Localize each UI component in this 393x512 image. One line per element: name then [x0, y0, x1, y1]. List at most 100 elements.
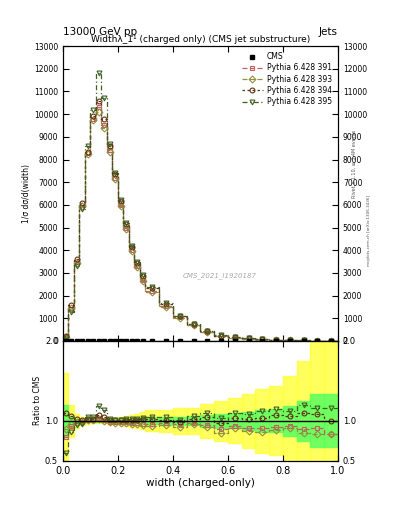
Pythia 6.428 391 — [91, 116, 95, 122]
Pythia 6.428 395 — [85, 143, 90, 149]
Pythia 6.428 393 — [135, 264, 140, 270]
Pythia 6.428 395 — [288, 337, 292, 343]
Text: Rivet 3.1.10, ≥ 3.4M events: Rivet 3.1.10, ≥ 3.4M events — [352, 130, 357, 198]
Pythia 6.428 394 — [74, 256, 79, 262]
Y-axis label: 1/σ dσ/d(width): 1/σ dσ/d(width) — [22, 164, 31, 223]
Text: CMS_2021_I1920187: CMS_2021_I1920187 — [183, 273, 257, 280]
Pythia 6.428 391 — [118, 202, 123, 208]
Pythia 6.428 393 — [129, 248, 134, 254]
Pythia 6.428 395 — [164, 300, 169, 306]
Pythia 6.428 394 — [85, 148, 90, 155]
Pythia 6.428 395 — [178, 313, 182, 319]
Pythia 6.428 391 — [135, 263, 140, 269]
Pythia 6.428 393 — [178, 315, 182, 321]
Text: Jets: Jets — [319, 27, 338, 37]
Pythia 6.428 391 — [191, 322, 196, 328]
Pythia 6.428 393 — [164, 304, 169, 310]
Pythia 6.428 391 — [63, 334, 68, 340]
Pythia 6.428 393 — [80, 203, 84, 209]
Pythia 6.428 395 — [140, 272, 145, 279]
Pythia 6.428 391 — [246, 336, 251, 342]
Pythia 6.428 393 — [150, 289, 155, 295]
Pythia 6.428 394 — [164, 301, 169, 307]
Pythia 6.428 393 — [85, 151, 90, 157]
Pythia 6.428 391 — [74, 261, 79, 267]
Pythia 6.428 395 — [205, 328, 210, 334]
Pythia 6.428 395 — [150, 284, 155, 290]
Pythia 6.428 391 — [113, 175, 118, 181]
Pythia 6.428 394 — [260, 336, 265, 343]
Pythia 6.428 394 — [80, 200, 84, 206]
Pythia 6.428 391 — [178, 314, 182, 320]
Pythia 6.428 393 — [329, 338, 334, 344]
Pythia 6.428 395 — [233, 334, 237, 340]
Line: Pythia 6.428 395: Pythia 6.428 395 — [63, 71, 334, 343]
Pythia 6.428 391 — [107, 147, 112, 154]
Pythia 6.428 394 — [124, 221, 129, 227]
Pythia 6.428 395 — [124, 220, 129, 226]
Pythia 6.428 393 — [124, 226, 129, 232]
Pythia 6.428 395 — [96, 70, 101, 76]
Pythia 6.428 395 — [329, 338, 334, 344]
Pythia 6.428 393 — [113, 176, 118, 182]
Pythia 6.428 393 — [96, 109, 101, 115]
Pythia 6.428 391 — [329, 338, 334, 344]
Line: Pythia 6.428 391: Pythia 6.428 391 — [63, 105, 334, 344]
Pythia 6.428 393 — [260, 336, 265, 343]
Pythia 6.428 391 — [150, 288, 155, 294]
Pythia 6.428 394 — [113, 171, 118, 177]
Pythia 6.428 395 — [274, 336, 279, 343]
Pythia 6.428 393 — [74, 260, 79, 266]
Pythia 6.428 391 — [205, 329, 210, 335]
Pythia 6.428 393 — [233, 335, 237, 341]
Pythia 6.428 391 — [124, 224, 129, 230]
Pythia 6.428 395 — [129, 243, 134, 249]
Pythia 6.428 394 — [178, 313, 182, 319]
Pythia 6.428 395 — [260, 336, 265, 342]
Pythia 6.428 395 — [74, 263, 79, 269]
Pythia 6.428 394 — [274, 337, 279, 343]
Pythia 6.428 391 — [274, 337, 279, 343]
Pythia 6.428 394 — [150, 285, 155, 291]
Pythia 6.428 395 — [301, 337, 306, 344]
Pythia 6.428 393 — [69, 305, 73, 311]
Pythia 6.428 393 — [118, 203, 123, 209]
X-axis label: width (charged-only): width (charged-only) — [146, 478, 255, 488]
Pythia 6.428 394 — [96, 97, 101, 103]
Pythia 6.428 394 — [91, 113, 95, 119]
Pythia 6.428 394 — [205, 328, 210, 334]
Pythia 6.428 391 — [102, 122, 107, 129]
Pythia 6.428 391 — [164, 303, 169, 309]
Line: Pythia 6.428 393: Pythia 6.428 393 — [63, 110, 334, 344]
Pythia 6.428 391 — [315, 338, 320, 344]
Pythia 6.428 394 — [329, 338, 334, 344]
Pythia 6.428 391 — [288, 337, 292, 344]
Text: 13000 GeV pp: 13000 GeV pp — [63, 27, 137, 37]
Pythia 6.428 395 — [246, 335, 251, 342]
Pythia 6.428 395 — [113, 170, 118, 176]
Pythia 6.428 393 — [191, 322, 196, 328]
Pythia 6.428 394 — [288, 337, 292, 343]
Pythia 6.428 394 — [118, 199, 123, 205]
Pythia 6.428 391 — [85, 150, 90, 156]
Pythia 6.428 393 — [140, 278, 145, 284]
Pythia 6.428 395 — [315, 337, 320, 344]
Pythia 6.428 395 — [135, 259, 140, 265]
Pythia 6.428 394 — [301, 337, 306, 344]
Pythia 6.428 393 — [246, 336, 251, 342]
Pythia 6.428 394 — [135, 260, 140, 266]
Pythia 6.428 394 — [315, 337, 320, 344]
Pythia 6.428 395 — [91, 106, 95, 113]
Pythia 6.428 394 — [69, 302, 73, 308]
Pythia 6.428 394 — [129, 244, 134, 250]
Pythia 6.428 394 — [140, 273, 145, 280]
Pythia 6.428 395 — [102, 95, 107, 101]
Pythia 6.428 395 — [191, 321, 196, 327]
Pythia 6.428 393 — [288, 337, 292, 344]
Pythia 6.428 393 — [102, 125, 107, 131]
Pythia 6.428 395 — [219, 332, 223, 338]
Pythia 6.428 395 — [69, 308, 73, 314]
Pythia 6.428 393 — [315, 338, 320, 344]
Pythia 6.428 391 — [140, 276, 145, 283]
Pythia 6.428 391 — [233, 334, 237, 340]
